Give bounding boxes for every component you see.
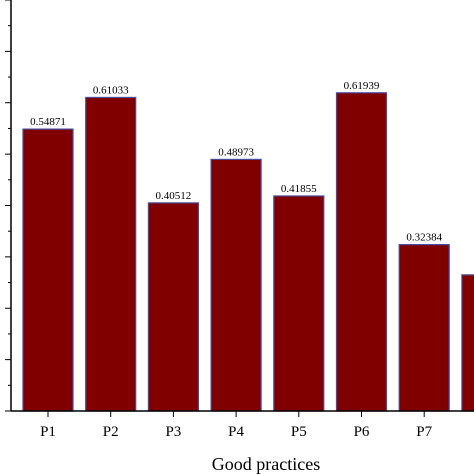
bar-p1 [22, 128, 74, 412]
x-tick-label-p5: P5 [291, 424, 307, 440]
x-tick-label-p2: P2 [103, 424, 119, 440]
bar-p3 [147, 202, 199, 412]
data-label-p7: 0.32384 [406, 232, 442, 244]
data-label-p1: 0.54871 [30, 116, 66, 128]
x-axis-title: Good practices [212, 454, 320, 474]
bars-layer [22, 92, 474, 412]
axes: P1P2P3P4P5P6P7P8 [5, 0, 474, 440]
x-tick-label-p4: P4 [228, 424, 244, 440]
data-labels-layer: 0.54871 0.61033 0.40512 0.48973 0.41855 0.619… [30, 80, 442, 244]
x-tick-label-p7: P7 [416, 424, 432, 440]
bar-p5 [273, 195, 325, 412]
bar-p8 [461, 274, 474, 412]
data-label-p3: 0.40512 [156, 190, 192, 202]
bar-p4 [210, 158, 262, 412]
x-tick-label-p3: P3 [165, 424, 181, 440]
x-tick-label-p6: P6 [354, 424, 370, 440]
data-label-p4: 0.48973 [218, 146, 254, 158]
bar-p2 [85, 96, 137, 412]
data-label-p6: 0.61939 [344, 80, 380, 92]
bar-p6 [335, 92, 388, 412]
x-tick-label-p1: P1 [40, 424, 56, 440]
data-label-p5: 0.41855 [281, 183, 317, 195]
data-label-p2: 0.61033 [93, 84, 129, 96]
bar-p7 [398, 244, 450, 412]
